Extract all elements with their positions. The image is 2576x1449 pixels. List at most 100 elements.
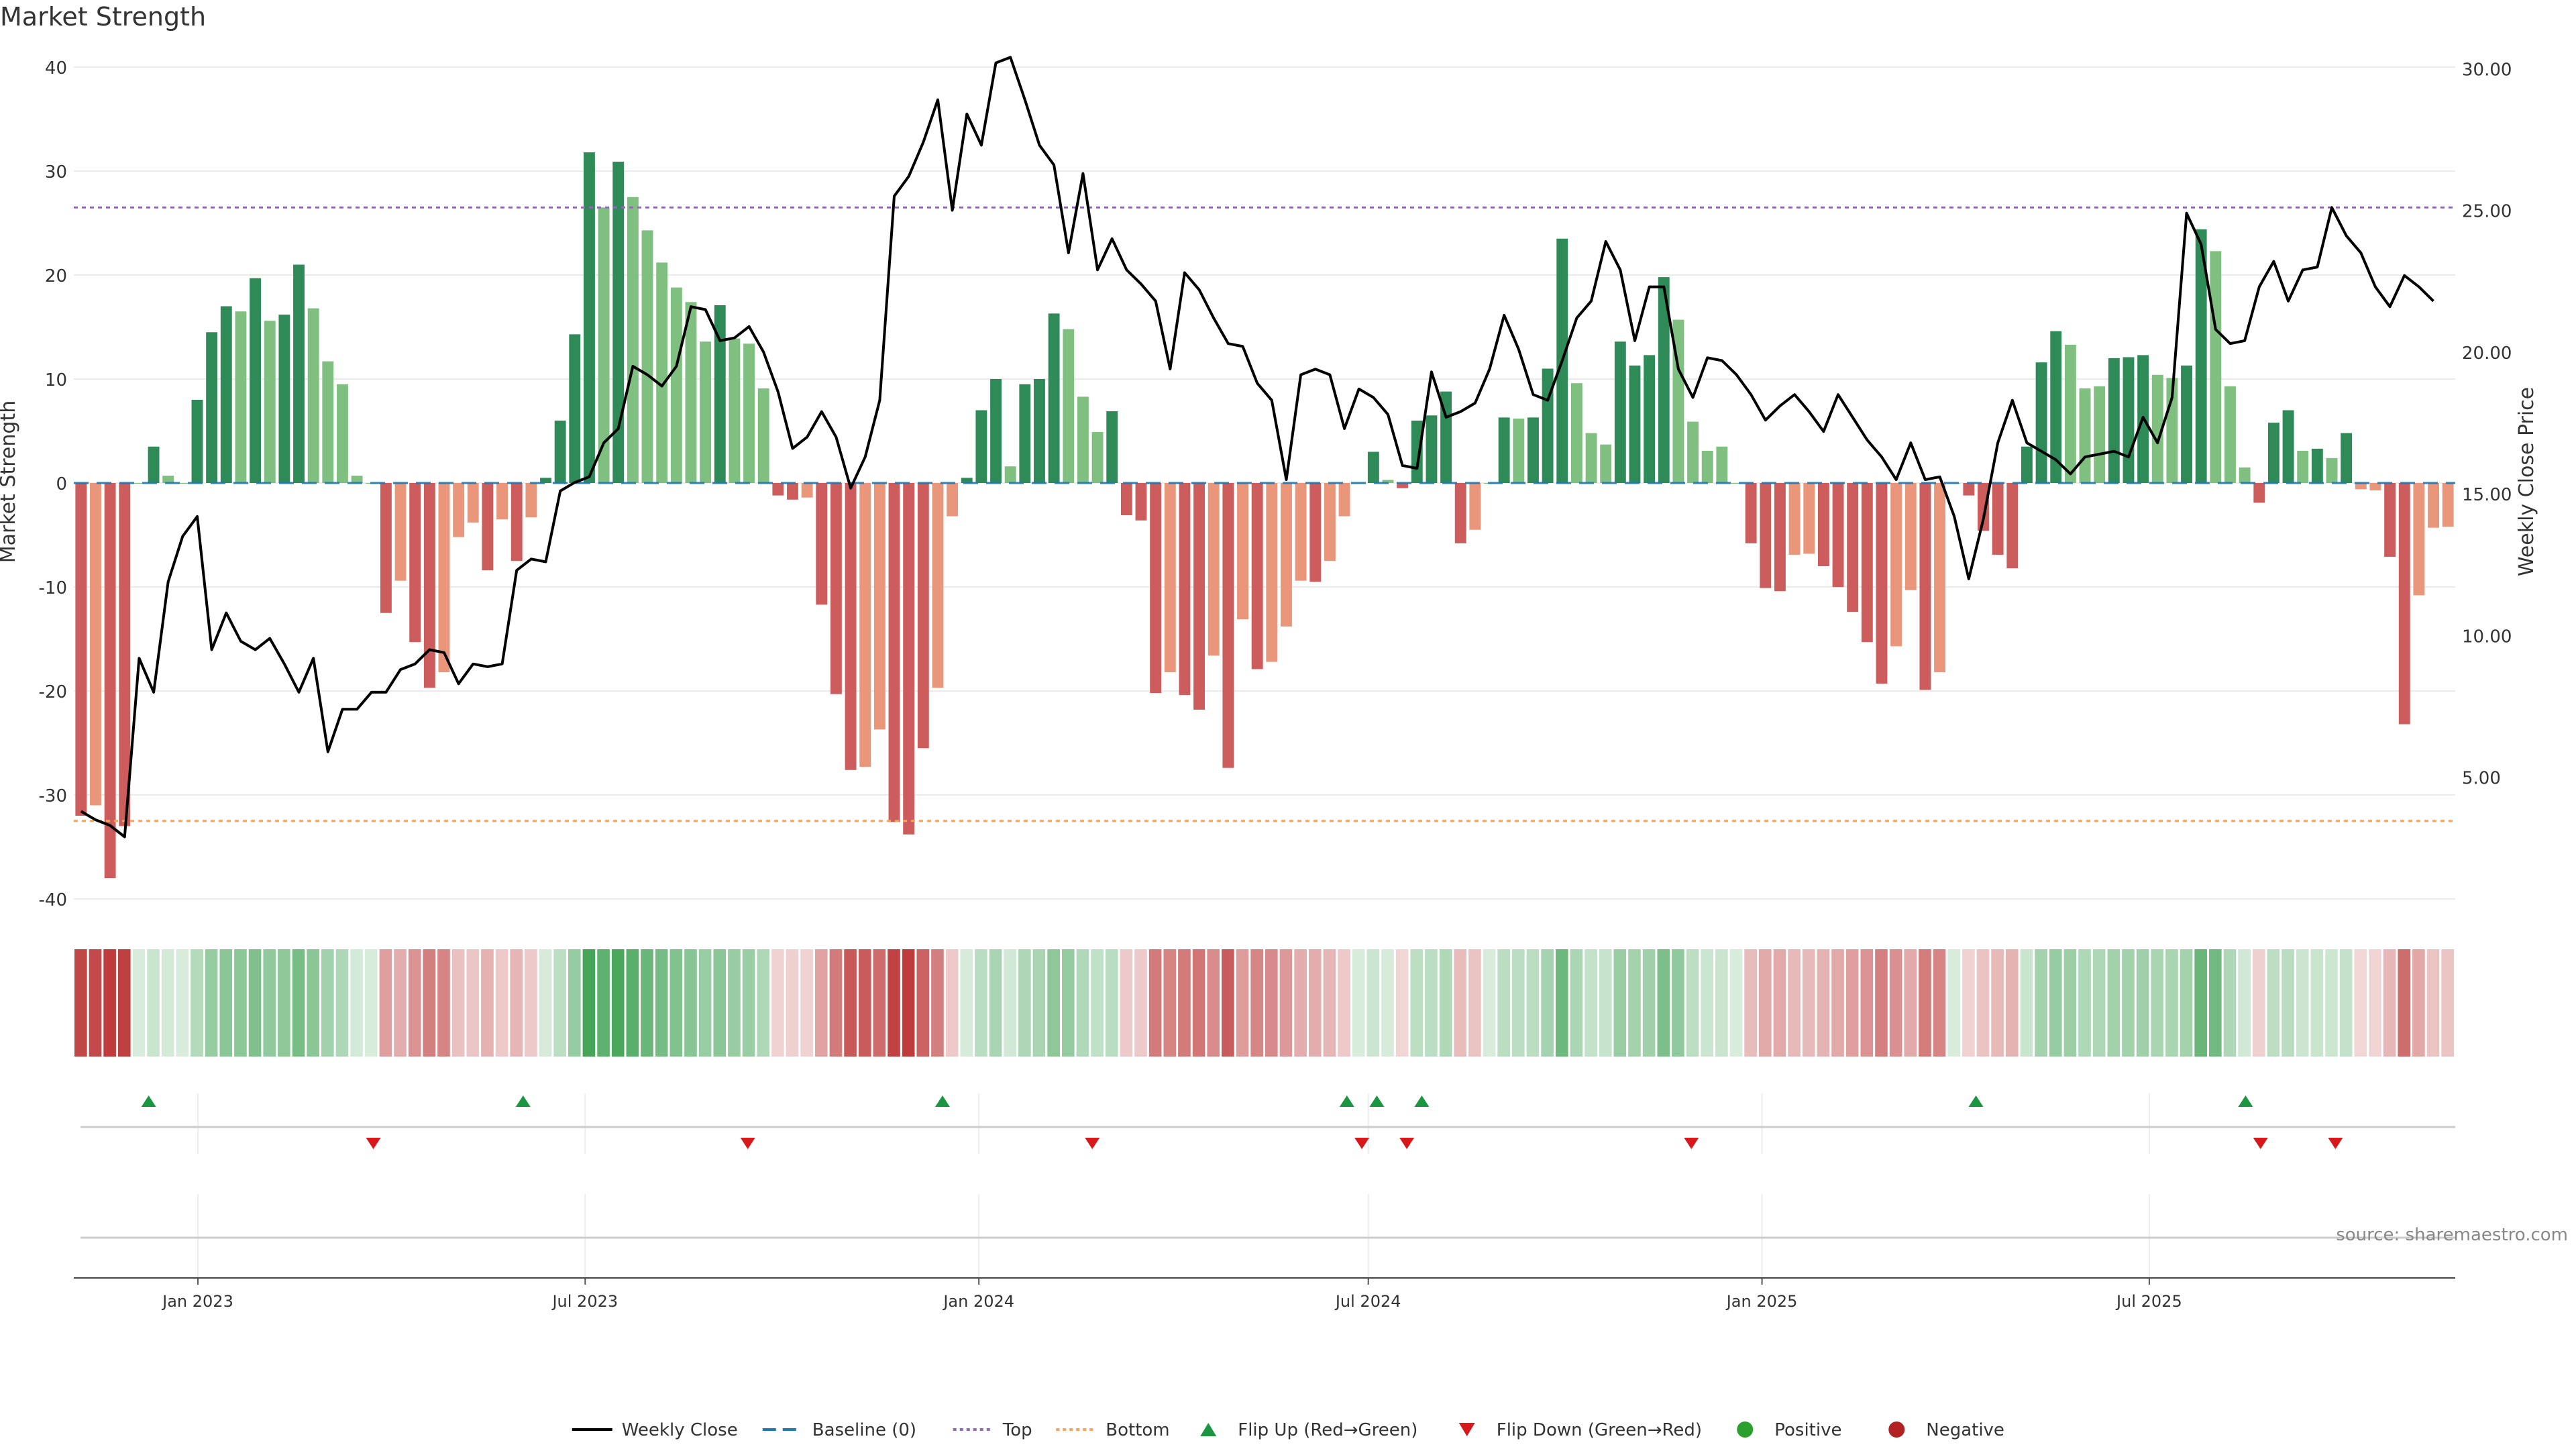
- strength-bar: [2181, 365, 2192, 483]
- strength-bar: [1542, 368, 1554, 483]
- heatmap-cell: [1511, 949, 1525, 1057]
- heatmap-cell: [2354, 949, 2367, 1057]
- strength-bar: [641, 230, 653, 483]
- heatmap-cell: [219, 949, 233, 1057]
- strength-bar: [714, 305, 726, 483]
- legend-label: Negative: [1926, 1420, 2004, 1440]
- strength-bar: [1513, 418, 1525, 483]
- heatmap-cell: [1585, 949, 1597, 1057]
- heatmap-cell: [2078, 949, 2091, 1057]
- strength-bar: [1861, 483, 1873, 643]
- strength-bar: [1644, 355, 1656, 483]
- heatmap-cell: [975, 949, 987, 1057]
- y2-tick-label: 20.00: [2462, 343, 2512, 364]
- strength-bar: [2151, 374, 2163, 483]
- legend-label: Baseline (0): [812, 1420, 916, 1440]
- strength-bar: [1760, 483, 1772, 588]
- heatmap-cell: [379, 949, 392, 1057]
- flip-down-marker: [2328, 1138, 2343, 1149]
- strength-bar: [1629, 365, 1641, 483]
- heatmap-cell: [1555, 949, 1568, 1057]
- heatmap-cell: [1265, 949, 1278, 1057]
- legend-swatch: [1737, 1421, 1754, 1438]
- strength-bar: [1411, 421, 1423, 483]
- heatmap-cell: [1845, 949, 1859, 1057]
- heatmap-cell: [2035, 949, 2047, 1057]
- strength-bar: [1091, 432, 1104, 483]
- strength-bar: [947, 483, 959, 517]
- heatmap-cell: [1178, 949, 1191, 1057]
- strength-bar: [554, 421, 566, 483]
- heatmap-cell: [1672, 949, 1684, 1057]
- heatmap-cell: [1497, 949, 1510, 1057]
- strength-bar: [322, 361, 334, 483]
- heatmap-cell: [1860, 949, 1874, 1057]
- x-tick-label: Jul 2024: [1334, 1292, 1401, 1311]
- strength-bar: [1208, 483, 1220, 656]
- heatmap-cell: [1076, 949, 1089, 1057]
- flip-down-marker: [1399, 1138, 1415, 1149]
- heatmap-cell: [1483, 949, 1496, 1057]
- heatmap-cell: [1091, 949, 1104, 1057]
- strength-bar: [700, 341, 712, 483]
- strength-bar: [888, 483, 900, 822]
- strength-bar: [627, 197, 639, 483]
- flip-up-marker: [1968, 1095, 1984, 1107]
- strength-bar: [119, 483, 131, 826]
- strength-bar: [2064, 344, 2076, 483]
- heatmap-cell: [655, 949, 668, 1057]
- strength-bar: [1034, 379, 1045, 483]
- strength-bar: [1135, 483, 1147, 521]
- heatmap-cell: [1120, 949, 1133, 1057]
- heatmap-cell: [1570, 949, 1583, 1057]
- heatmap-cell: [1933, 949, 1946, 1057]
- strength-bar: [2224, 386, 2236, 483]
- strength-bar: [1701, 450, 1713, 483]
- legend-label: Positive: [1774, 1420, 1841, 1440]
- strength-bar: [2341, 433, 2353, 483]
- strength-bar: [1440, 391, 1452, 483]
- flip-down-marker: [366, 1138, 381, 1149]
- heatmap-cell: [916, 949, 930, 1057]
- strength-bar: [1367, 451, 1379, 483]
- heatmap-cell: [1352, 949, 1365, 1057]
- strength-bar: [351, 476, 363, 483]
- flip-up-marker: [141, 1095, 156, 1107]
- heatmap-cell: [539, 949, 552, 1057]
- strength-bar: [1658, 277, 1670, 483]
- heatmap-cell: [1061, 949, 1075, 1057]
- strength-bars: [75, 152, 2454, 878]
- strength-bar: [1498, 417, 1510, 483]
- heatmap-cell: [234, 949, 247, 1057]
- heatmap-cell: [669, 949, 683, 1057]
- heatmap-cell: [1715, 949, 1728, 1057]
- strength-bar: [932, 483, 944, 688]
- strength-bar: [2239, 467, 2251, 483]
- strength-bar: [1281, 483, 1292, 627]
- strength-bar: [903, 483, 915, 835]
- strength-bar: [1237, 483, 1248, 620]
- heatmap-cell: [1758, 949, 1772, 1057]
- strength-bar: [2428, 483, 2439, 528]
- legend-label: Flip Up (Red→Green): [1238, 1420, 1417, 1440]
- heatmap-cell: [205, 949, 218, 1057]
- strength-bar: [2210, 251, 2222, 483]
- reference-lines: [74, 206, 2455, 822]
- heatmap-cell: [1222, 949, 1234, 1057]
- price-series: [80, 56, 2434, 839]
- heatmap-cell: [1817, 949, 1830, 1057]
- strength-bar: [1876, 483, 1888, 684]
- heatmap-cell: [1919, 949, 1931, 1057]
- strength-bar: [2384, 483, 2396, 557]
- heatmap-cell: [1976, 949, 1990, 1057]
- heatmap-cell: [2209, 949, 2222, 1057]
- heatmap-cell: [1163, 949, 1177, 1057]
- strength-bar: [859, 483, 871, 767]
- heatmap-cell: [1468, 949, 1481, 1057]
- heatmap-cell: [525, 949, 537, 1057]
- heatmap-cell: [2325, 949, 2338, 1057]
- x-ticks: Jan 2023 Jul 2023 Jan 2024 Jul 2024 Jan 2025…: [161, 1278, 2182, 1311]
- heatmap-cell: [1788, 949, 1801, 1057]
- strength-bar: [1803, 483, 1815, 554]
- heatmap-cell: [800, 949, 813, 1057]
